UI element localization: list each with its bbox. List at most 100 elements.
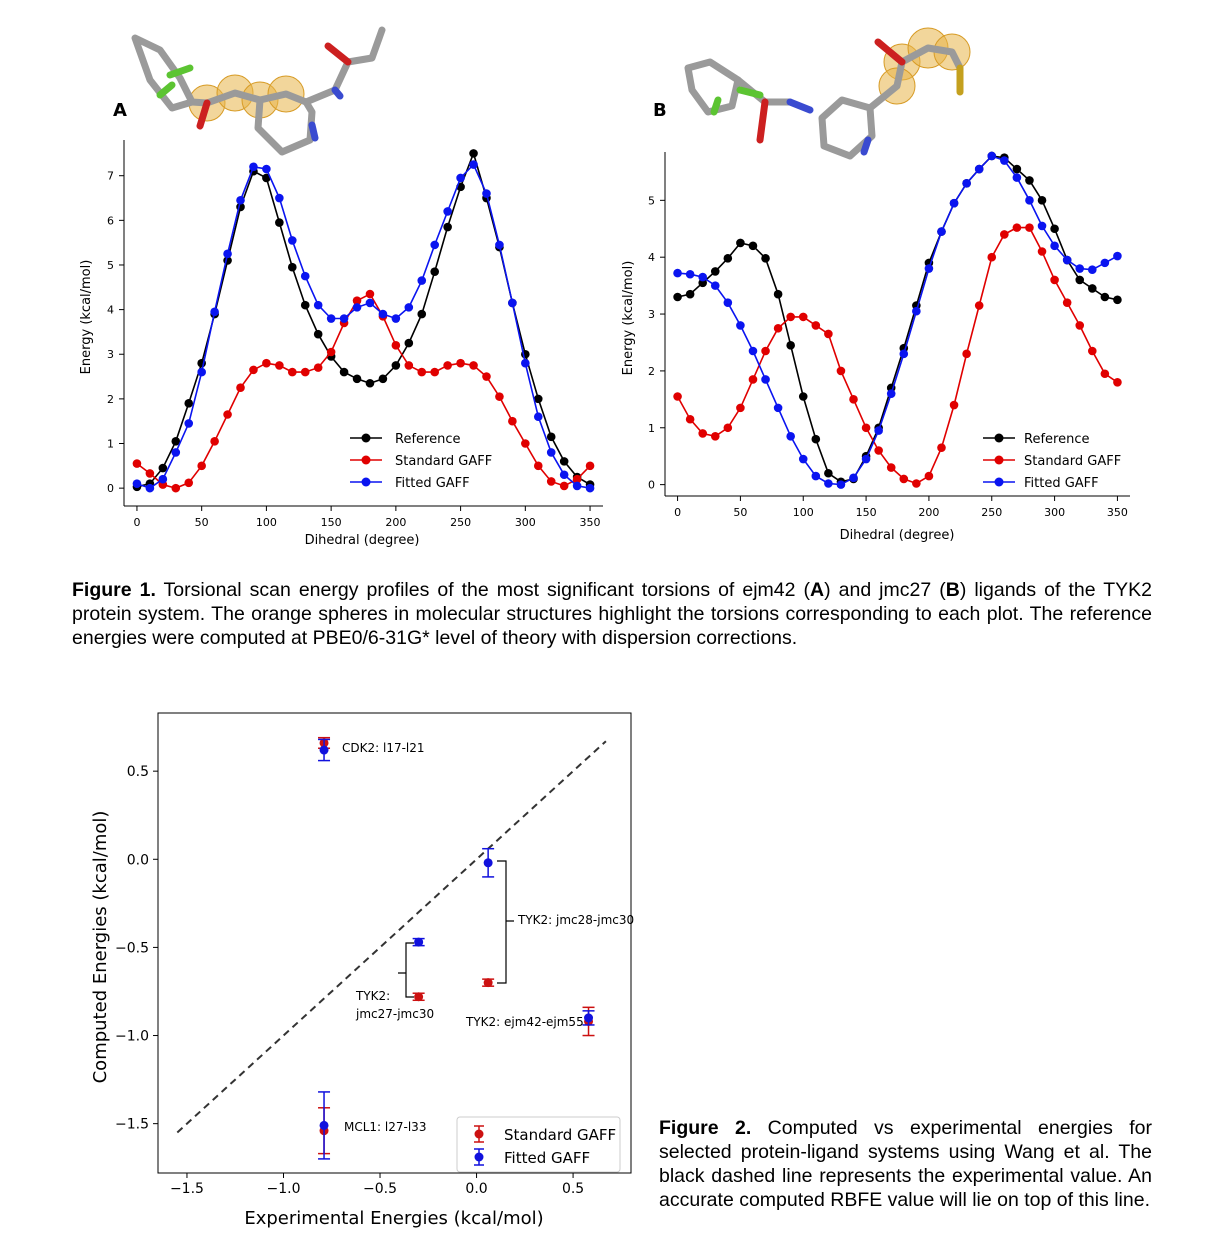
chart-a-y-tick-label: 2 bbox=[107, 393, 114, 406]
chart-a-y-tick-label: 6 bbox=[107, 214, 114, 227]
chart-a-point-reference bbox=[546, 432, 556, 442]
figure-2-caption-text: Computed vs experimental energies for se… bbox=[659, 1117, 1152, 1211]
chart-a-point-fitted-gaff bbox=[482, 189, 491, 198]
fig2-x-tick-label: 0.0 bbox=[465, 1181, 487, 1197]
chart-a-point-reference bbox=[287, 262, 297, 272]
chart-b-point-standard-gaff bbox=[924, 471, 934, 481]
chart-a-point-standard-gaff bbox=[508, 416, 517, 426]
torsion-scan-chart-a: A 0 50 100 150 200 250 300 350 0 1 2 3 4 5 6 7 Energy (… bbox=[79, 26, 603, 548]
chart-b-point-fitted-gaff bbox=[811, 471, 821, 481]
chart-b-point-fitted-gaff bbox=[748, 346, 758, 356]
chart-a-point-standard-gaff bbox=[184, 478, 194, 488]
chart-a-point-fitted-gaff bbox=[262, 164, 271, 174]
fig2-point-fitted-gaff bbox=[483, 858, 493, 868]
chart-a-point-standard-gaff bbox=[365, 289, 375, 299]
chart-b-point-fitted-gaff bbox=[1075, 264, 1085, 273]
chart-b-point-fitted-gaff bbox=[874, 426, 883, 435]
chart-a-point-standard-gaff bbox=[456, 358, 465, 368]
chart-b-x-tick-label: 350 bbox=[1107, 506, 1128, 519]
chart-a-point-fitted-gaff bbox=[171, 448, 181, 457]
legend-label-reference-a: Reference bbox=[395, 432, 460, 447]
chart-b-point-reference bbox=[685, 289, 695, 299]
chart-b-point-fitted-gaff bbox=[974, 164, 984, 174]
legend-label-fitted-gaff-a: Fitted GAFF bbox=[395, 476, 470, 491]
chart-a-point-standard-gaff bbox=[300, 367, 310, 377]
fig2-x-tick-label: 0.5 bbox=[562, 1181, 584, 1197]
chart-a-point-fitted-gaff bbox=[287, 236, 297, 245]
chart-b-point-reference bbox=[786, 341, 795, 350]
chart-b-point-standard-gaff bbox=[1000, 230, 1009, 239]
annotation-cdk2: CDK2: l17-l21 bbox=[342, 741, 425, 755]
chart-b-line-standard-gaff bbox=[676, 226, 1118, 485]
chart-b-y-tick-label: 0 bbox=[648, 479, 655, 492]
panel-label-a: A bbox=[113, 100, 127, 121]
chart-b-point-reference bbox=[1012, 164, 1022, 174]
chart-b-x-tick-label: 0 bbox=[674, 506, 681, 519]
chart-b-point-standard-gaff bbox=[723, 423, 733, 433]
chart-a-y-tick-label: 5 bbox=[107, 259, 114, 272]
chart-a-point-fitted-gaff bbox=[391, 314, 401, 323]
chart-a-point-reference bbox=[417, 309, 427, 319]
chart-b-point-reference bbox=[1087, 284, 1097, 293]
chart-b-point-fitted-gaff bbox=[1037, 221, 1047, 231]
figure-1-caption-ref-b: B bbox=[945, 579, 960, 601]
chart-b-point-fitted-gaff bbox=[912, 306, 921, 316]
chart-a-y-tick-label: 1 bbox=[107, 438, 114, 451]
legend-label-standard-gaff-b: Standard GAFF bbox=[1024, 454, 1121, 469]
fig2-experimental-line bbox=[176, 740, 607, 1134]
chart-b-point-reference bbox=[1100, 292, 1110, 302]
chart-a-point-standard-gaff bbox=[223, 410, 232, 419]
chart-b-point-standard-gaff bbox=[1025, 223, 1034, 232]
chart-b-point-reference bbox=[1025, 176, 1034, 185]
rbfe-scatter-chart: −1.5 −1.0 −0.5 0.0 0.5 −1.5 −1.0 −0.5 0.0 0.5 Com… bbox=[90, 712, 634, 1229]
chart-b-point-standard-gaff bbox=[937, 443, 946, 452]
figure-1-caption-part-2: ) and jmc27 ( bbox=[824, 579, 946, 601]
y-axis-label-a: Energy (kcal/mol) bbox=[79, 260, 94, 375]
chart-b-point-standard-gaff bbox=[886, 463, 896, 472]
plot-area-fig2: −1.5 −1.0 −0.5 0.0 0.5 −1.5 −1.0 −0.5 0.0 0.5 bbox=[115, 712, 632, 1197]
figure-1-caption: Figure 1. Torsional scan energy profiles… bbox=[72, 578, 1152, 650]
chart-b-point-fitted-gaff bbox=[773, 403, 783, 413]
torsion-scan-chart-b: B 0 50 100 150 200 250 300 350 0 1 2 3 4 5 Energy (kc… bbox=[621, 27, 1130, 543]
chart-b-point-standard-gaff bbox=[849, 395, 858, 404]
chart-a-point-fitted-gaff bbox=[378, 309, 388, 319]
chart-b-point-fitted-gaff bbox=[761, 375, 770, 384]
chart-b-point-standard-gaff bbox=[1075, 321, 1085, 330]
chart-a-point-standard-gaff bbox=[417, 367, 427, 377]
chart-a-x-tick-label: 250 bbox=[450, 516, 471, 529]
chart-a-point-standard-gaff bbox=[404, 361, 414, 370]
legend-label-fitted-gaff-b: Fitted GAFF bbox=[1024, 476, 1099, 491]
chart-b-point-reference bbox=[811, 434, 821, 444]
legend-a: Reference Standard GAFF Fitted GAFF bbox=[350, 432, 492, 491]
fig2-x-tick-label: −1.0 bbox=[266, 1181, 300, 1197]
fig2-plot-frame bbox=[157, 712, 632, 1174]
fig2-point-standard-gaff bbox=[414, 992, 424, 1002]
chart-a-x-tick-label: 50 bbox=[195, 516, 209, 529]
x-axis-label-fig2: Experimental Energies (kcal/mol) bbox=[244, 1208, 543, 1229]
y-axis-label-fig2: Computed Energies (kcal/mol) bbox=[90, 811, 111, 1084]
chart-b-point-fitted-gaff bbox=[1113, 251, 1122, 261]
chart-a-point-fitted-gaff bbox=[533, 412, 543, 422]
chart-a-point-standard-gaff bbox=[533, 461, 543, 471]
chart-a-point-fitted-gaff bbox=[456, 173, 465, 183]
chart-a-point-reference bbox=[184, 399, 194, 408]
chart-a-point-standard-gaff bbox=[210, 436, 219, 446]
chart-b-point-standard-gaff bbox=[1037, 247, 1047, 256]
annotation-jmc27-line1: TYK2: bbox=[355, 989, 390, 1003]
chart-b-point-fitted-gaff bbox=[786, 431, 795, 441]
chart-a-point-fitted-gaff bbox=[469, 160, 478, 169]
chart-a-x-tick-label: 300 bbox=[515, 516, 536, 529]
chart-a-point-fitted-gaff bbox=[365, 298, 375, 308]
fig2-point-fitted-gaff bbox=[584, 1013, 594, 1023]
chart-b-y-tick-label: 3 bbox=[648, 308, 655, 321]
chart-b-point-standard-gaff bbox=[773, 323, 783, 333]
x-axis-label-a: Dihedral (degree) bbox=[305, 533, 420, 548]
figure-1-caption-ref-a: A bbox=[810, 579, 825, 601]
bracket-jmc27 bbox=[398, 942, 414, 998]
chart-b-point-fitted-gaff bbox=[1025, 196, 1034, 205]
chart-a-point-standard-gaff bbox=[443, 361, 452, 370]
chart-b-point-fitted-gaff bbox=[949, 198, 959, 208]
chart-a-point-reference bbox=[378, 374, 388, 384]
chart-b-point-fitted-gaff bbox=[798, 454, 808, 464]
chart-a-x-tick-label: 350 bbox=[580, 516, 601, 529]
